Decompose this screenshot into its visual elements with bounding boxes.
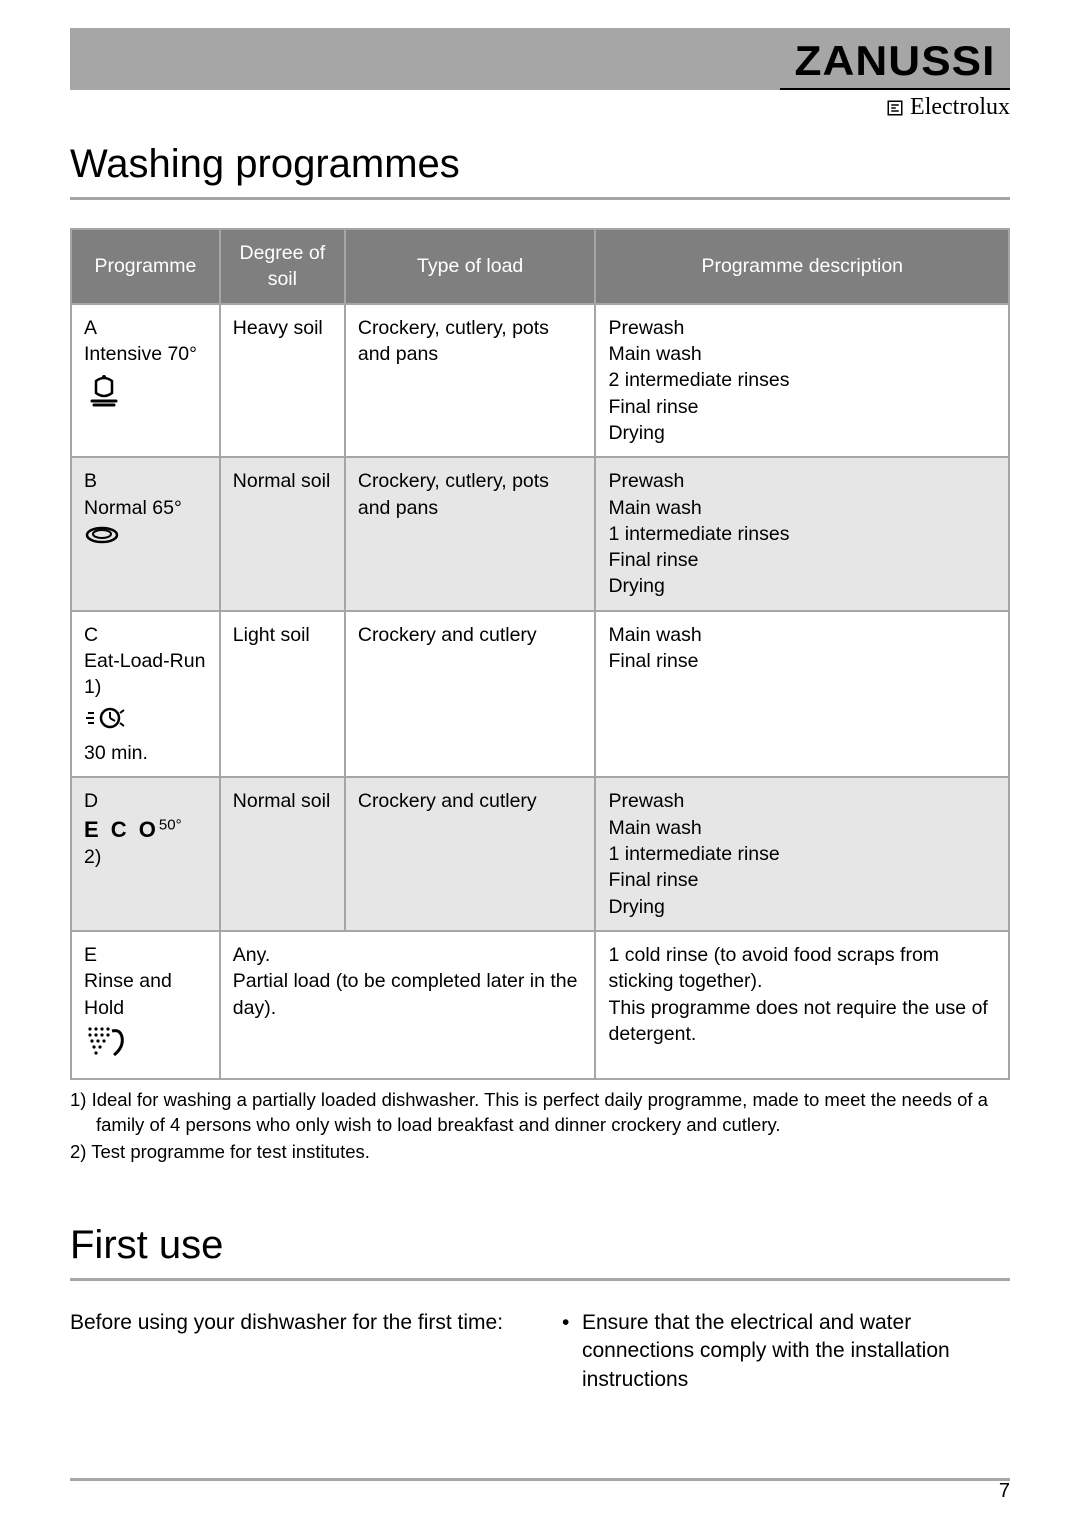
prog-letter: E [84, 942, 207, 968]
prog-name: Intensive 70° [84, 341, 207, 367]
cell-load: Crockery, cutlery, pots and pans [345, 457, 596, 611]
cell-desc: Main washFinal rinse [595, 611, 1009, 778]
first-use-bullet: Ensure that the electrical and water con… [576, 1309, 1010, 1394]
title-rule [70, 197, 1010, 200]
cell-programme: A Intensive 70° [71, 304, 220, 458]
header-bar: ZANUSSI Electrolux [70, 28, 1010, 90]
quick-clock-icon [84, 705, 207, 738]
eco-degree: 50° [159, 816, 182, 833]
first-use-left: Before using your dishwasher for the fir… [70, 1309, 522, 1394]
prog-name: Normal 65° [84, 495, 207, 521]
cell-desc: PrewashMain wash1 intermediate rinsesFin… [595, 457, 1009, 611]
footer-rule [70, 1478, 1010, 1481]
page-number: 7 [999, 1480, 1010, 1503]
prog-letter: D [84, 788, 207, 814]
cell-load: Crockery and cutlery [345, 611, 596, 778]
prog-letter: B [84, 468, 207, 494]
th-programme: Programme [71, 229, 220, 304]
th-soil: Degree of soil [220, 229, 345, 304]
table-header-row: Programme Degree of soil Type of load Pr… [71, 229, 1009, 304]
cell-soil: Normal soil [220, 777, 345, 931]
cell-load: Crockery, cutlery, pots and pans [345, 304, 596, 458]
title-rule [70, 1278, 1010, 1281]
first-use-columns: Before using your dishwasher for the fir… [70, 1309, 1010, 1394]
prog-footnote-marker: 2) [84, 844, 207, 870]
electrolux-logo-icon [886, 99, 904, 117]
intensive-pot-icon [84, 371, 207, 418]
th-load: Type of load [345, 229, 596, 304]
footnote-2: 2) Test programme for test institutes. [70, 1140, 1010, 1165]
first-use-title: First use [70, 1223, 1010, 1268]
cell-desc: PrewashMain wash1 intermediate rinseFina… [595, 777, 1009, 931]
cell-soil: Heavy soil [220, 304, 345, 458]
cell-soil: Normal soil [220, 457, 345, 611]
table-row: A Intensive 70° Heavy soil Crockery, cut… [71, 304, 1009, 458]
cell-programme: B Normal 65° [71, 457, 220, 611]
eco-text: E C O [84, 817, 159, 842]
prog-letter: C [84, 622, 207, 648]
prog-name: Eat-Load-Run [84, 648, 207, 674]
prog-name: Rinse and Hold [84, 968, 207, 1021]
table-row: B Normal 65° Normal soil Crockery, cutle… [71, 457, 1009, 611]
first-use-right: Ensure that the electrical and water con… [558, 1309, 1010, 1394]
washing-programmes-title: Washing programmes [70, 142, 1010, 187]
cell-load: Crockery and cutlery [345, 777, 596, 931]
prog-name-eco: E C O50° [84, 815, 207, 845]
table-row: D E C O50° 2) Normal soil Crockery and c… [71, 777, 1009, 931]
cell-desc: 1 cold rinse (to avoid food scraps from … [595, 931, 1009, 1079]
th-desc: Programme description [595, 229, 1009, 304]
brand-block: ZANUSSI Electrolux [780, 28, 1010, 121]
cell-soil: Light soil [220, 611, 345, 778]
prog-duration: 30 min. [84, 740, 207, 766]
footnote-1: 1) Ideal for washing a partially loaded … [70, 1088, 1010, 1138]
programmes-table: Programme Degree of soil Type of load Pr… [70, 228, 1010, 1080]
table-row: C Eat-Load-Run 1) 30 min. Light soil [71, 611, 1009, 778]
rinse-hold-shower-icon [84, 1025, 207, 1066]
brand-electrolux: Electrolux [910, 94, 1010, 121]
cell-programme: C Eat-Load-Run 1) 30 min. [71, 611, 220, 778]
brand-secondary-wrap: Electrolux [780, 88, 1010, 121]
table-row: E Rinse and Hold Any.Partial load ( [71, 931, 1009, 1079]
cell-programme: D E C O50° 2) [71, 777, 220, 931]
footnotes: 1) Ideal for washing a partially loaded … [70, 1088, 1010, 1165]
first-use-section: First use Before using your dishwasher f… [70, 1223, 1010, 1394]
page-container: ZANUSSI Electrolux Washing programmes Pr… [0, 28, 1080, 1521]
cell-programme: E Rinse and Hold [71, 931, 220, 1079]
cell-soil-load-merged: Any.Partial load (to be completed later … [220, 931, 596, 1079]
normal-dish-icon [84, 525, 207, 552]
prog-letter: A [84, 315, 207, 341]
prog-footnote-marker: 1) [84, 674, 207, 700]
brand-zanussi: ZANUSSI [774, 40, 1016, 82]
cell-desc: PrewashMain wash2 intermediate rinsesFin… [595, 304, 1009, 458]
